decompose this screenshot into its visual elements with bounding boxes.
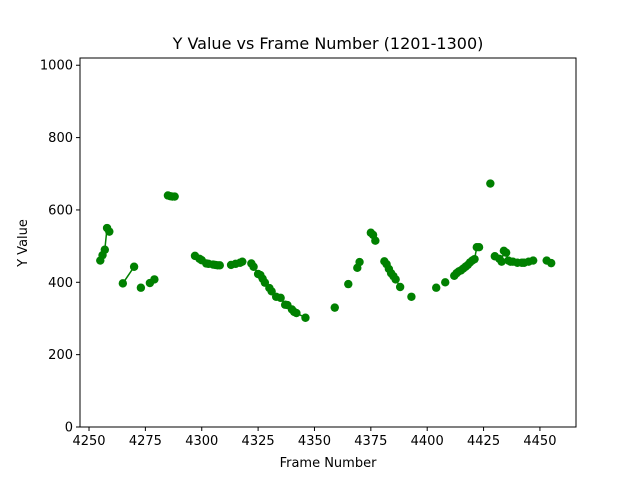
plot-frame <box>79 57 577 428</box>
x-tick-label: 4275 <box>129 434 162 449</box>
data-point <box>474 243 484 252</box>
x-tick-label: 4250 <box>72 434 105 449</box>
data-point <box>129 262 139 271</box>
data-point <box>391 275 400 284</box>
y-tick-label: 800 <box>48 131 73 146</box>
data-point <box>150 275 159 284</box>
data-point <box>371 236 380 245</box>
x-tick-label: 4375 <box>354 434 387 449</box>
plot-marks <box>96 179 556 322</box>
data-point <box>249 262 258 271</box>
y-axis-label: Y Value <box>16 219 31 268</box>
data-point <box>105 227 114 236</box>
y-tick-label: 200 <box>48 348 73 363</box>
data-point <box>100 245 110 254</box>
data-point <box>547 258 556 268</box>
data-point <box>432 283 441 292</box>
x-axis-label: Frame Number <box>280 456 378 471</box>
data-point <box>330 303 339 312</box>
data-point <box>344 279 353 289</box>
data-point <box>276 293 285 303</box>
data-point <box>395 282 405 292</box>
y-tick-label: 400 <box>48 276 73 291</box>
data-point <box>355 257 364 267</box>
x-tick-label: 4300 <box>185 434 218 449</box>
data-point <box>136 283 146 292</box>
x-tick-label: 4325 <box>242 434 275 449</box>
x-tick-label: 4450 <box>523 434 556 449</box>
y-tick-label: 600 <box>48 203 73 218</box>
chart-title: Y Value vs Frame Number (1201-1300) <box>172 34 484 53</box>
data-point <box>501 248 511 257</box>
data-point <box>497 257 506 266</box>
data-point <box>301 313 310 322</box>
data-point <box>292 308 301 318</box>
data-point <box>215 261 224 270</box>
data-point <box>470 254 479 264</box>
x-tick-label: 4350 <box>298 434 331 449</box>
data-point <box>118 279 128 288</box>
y-tick-label: 1000 <box>40 59 73 74</box>
data-point <box>441 278 450 287</box>
x-tick-label: 4425 <box>467 434 500 449</box>
data-point <box>170 192 179 201</box>
data-point <box>238 257 247 266</box>
data-point <box>486 179 495 188</box>
data-point <box>528 256 538 265</box>
axes-group: 4250 4275 4300 4325 4350 4375 4400 4425 4450 0 200… <box>40 59 557 449</box>
y-tick-label: 0 <box>65 421 73 436</box>
data-point <box>407 292 416 301</box>
x-tick-label: 4400 <box>411 434 444 449</box>
